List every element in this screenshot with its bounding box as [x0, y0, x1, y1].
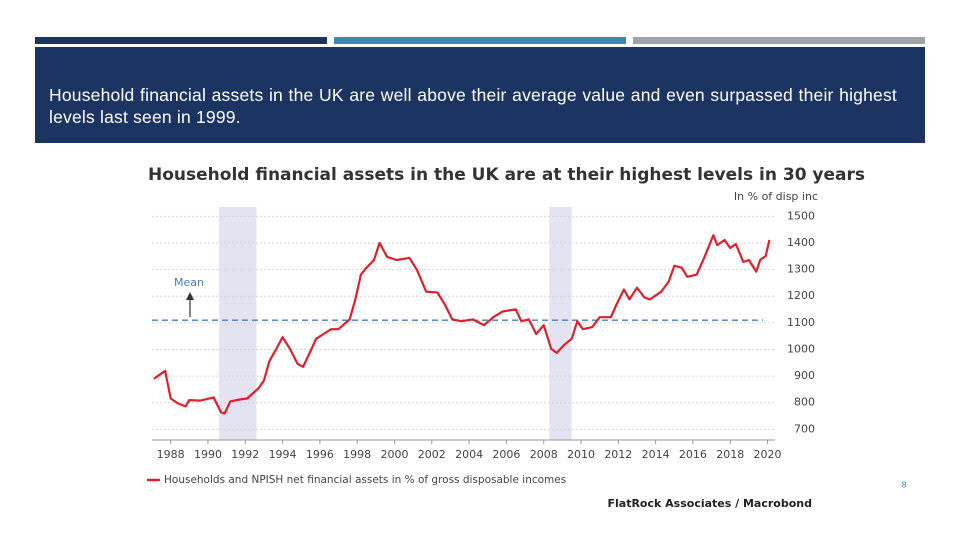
- accent-bar: [35, 37, 327, 44]
- x-tick-label: 1990: [194, 448, 222, 461]
- y-tick-label: 1400: [787, 236, 815, 249]
- x-tick-label: 2014: [642, 448, 670, 461]
- header-text: Household financial assets in the UK are…: [49, 85, 897, 127]
- x-tick-label: 1988: [157, 448, 185, 461]
- header: Household financial assets in the UK are…: [35, 47, 925, 143]
- mean-label: Mean: [174, 276, 204, 289]
- y-tick-label: 900: [794, 369, 815, 382]
- x-tick-label: 2000: [380, 448, 408, 461]
- y-axis-label: In % of disp inc: [734, 190, 818, 203]
- y-tick-label: 1100: [787, 316, 815, 329]
- x-tick-label: 2002: [418, 448, 446, 461]
- y-tick-label: 700: [794, 422, 815, 435]
- recession-band: [549, 207, 572, 440]
- x-tick-label: 2008: [530, 448, 558, 461]
- x-tick-label: 1996: [306, 448, 334, 461]
- y-tick-label: 1500: [787, 209, 815, 222]
- x-tick-label: 2016: [679, 448, 707, 461]
- y-tick-label: 800: [794, 396, 815, 409]
- chart-title: Household financial assets in the UK are…: [148, 165, 865, 185]
- accent-bar: [633, 37, 925, 44]
- page-number: 8: [901, 481, 906, 490]
- y-tick-label: 1000: [787, 342, 815, 355]
- x-tick-label: 2010: [567, 448, 595, 461]
- accent-bar: [334, 37, 626, 44]
- recession-band: [219, 207, 257, 440]
- x-tick-label: 2006: [492, 448, 520, 461]
- x-tick-label: 1998: [343, 448, 371, 461]
- y-tick-label: 1200: [787, 289, 815, 302]
- x-tick-label: 1992: [231, 448, 259, 461]
- x-tick-label: 2012: [604, 448, 632, 461]
- x-tick-label: 2018: [716, 448, 744, 461]
- x-tick-label: 1994: [269, 448, 297, 461]
- x-tick-label: 2020: [754, 448, 782, 461]
- data-line: [153, 234, 771, 415]
- source: FlatRock Associates / Macrobond: [608, 497, 813, 510]
- legend-label: Households and NPISH net financial asset…: [164, 474, 566, 486]
- x-tick-label: 2004: [455, 448, 483, 461]
- mean-arrowhead: [186, 292, 194, 300]
- y-tick-label: 1300: [787, 263, 815, 276]
